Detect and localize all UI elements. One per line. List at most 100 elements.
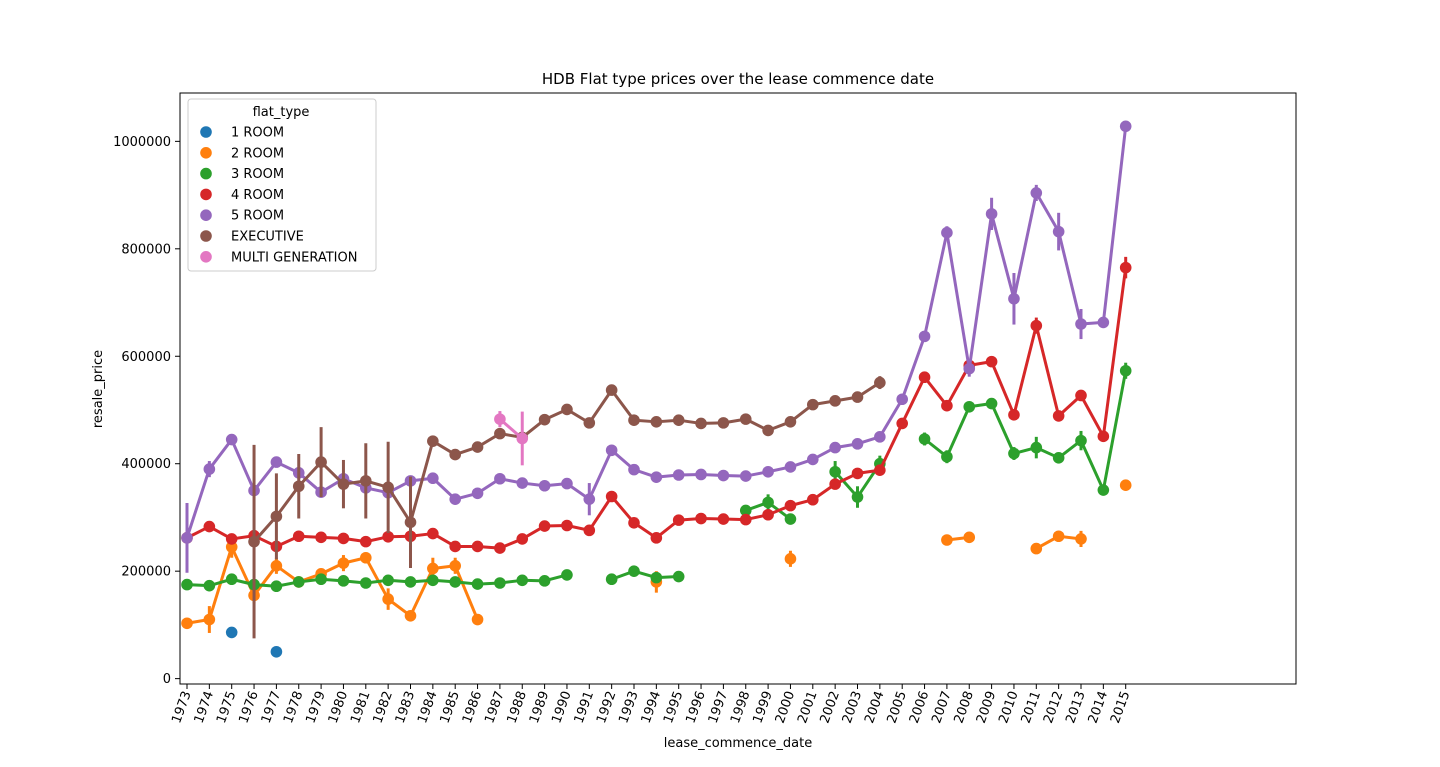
data-point	[360, 535, 372, 548]
legend: flat_type 1 ROOM 2 ROOM 3 ROOM 4 ROOM 5 ROOM…	[187, 98, 377, 272]
data-point	[1030, 542, 1043, 555]
data-point	[807, 493, 819, 506]
data-point	[270, 560, 283, 572]
data-point	[1075, 318, 1087, 330]
data-point	[360, 475, 372, 487]
data-point	[1052, 452, 1065, 464]
series-line-segment	[230, 438, 256, 493]
series-line-segment	[1057, 230, 1083, 326]
data-point	[337, 575, 350, 587]
series-line-segment	[207, 438, 234, 471]
data-point	[829, 395, 841, 407]
data-point	[739, 513, 752, 526]
series-line-segment	[364, 556, 390, 601]
data-point	[717, 417, 730, 429]
data-point	[605, 573, 618, 586]
series-line-segment	[587, 494, 614, 532]
y-axis: 0 200000 400000 600000 800000 1000000	[113, 135, 180, 687]
legend-marker	[200, 250, 212, 263]
data-point	[762, 508, 774, 521]
data-point	[427, 527, 439, 540]
data-point	[829, 441, 841, 454]
legend-marker	[200, 209, 212, 221]
data-point	[561, 569, 573, 581]
data-point	[225, 433, 238, 446]
data-point	[404, 609, 417, 622]
series-line-segment	[252, 460, 278, 493]
legend-entry: 1 ROOM	[231, 126, 284, 141]
data-point	[672, 514, 685, 526]
data-point	[181, 578, 193, 591]
data-point	[292, 576, 305, 588]
data-point	[941, 534, 953, 546]
data-point	[538, 520, 551, 532]
legend-entry: 5 ROOM	[231, 209, 284, 224]
data-point	[516, 477, 529, 489]
data-point	[1008, 447, 1020, 460]
legend-marker	[200, 126, 212, 138]
y-tick-label: 400000	[121, 457, 171, 472]
series-line-segment	[252, 564, 278, 597]
data-point	[1030, 187, 1043, 199]
data-point	[449, 540, 462, 553]
data-point	[762, 465, 774, 478]
series-line-segment	[990, 360, 1016, 417]
data-point	[270, 645, 283, 658]
data-point	[1075, 389, 1087, 402]
data-point	[315, 573, 327, 586]
data-point	[1075, 434, 1087, 447]
series-line-segment	[587, 448, 614, 501]
series-line-segment	[878, 397, 904, 439]
data-point	[874, 464, 886, 476]
series-executive	[248, 376, 886, 639]
series-line-segment	[900, 375, 927, 425]
data-point	[784, 513, 797, 525]
series-line-segment	[1012, 324, 1038, 417]
data-point	[404, 516, 417, 529]
data-point	[471, 487, 484, 500]
data-point	[449, 576, 462, 588]
data-point	[807, 453, 819, 466]
data-point	[538, 575, 551, 587]
data-point	[985, 355, 998, 368]
y-tick-label: 600000	[121, 350, 171, 365]
data-point	[1097, 484, 1110, 496]
series-line-segment	[274, 484, 301, 518]
data-point	[471, 540, 484, 553]
data-point	[583, 417, 596, 429]
series-line-segment	[453, 564, 480, 622]
data-point	[1097, 430, 1110, 443]
series-line-segment	[409, 439, 435, 524]
series-line-segment	[1101, 124, 1128, 324]
series-line-segment	[923, 375, 949, 408]
data-point	[1119, 261, 1132, 274]
data-point	[538, 479, 551, 492]
data-point	[1119, 364, 1132, 377]
data-point	[941, 450, 953, 463]
legend-entry: 3 ROOM	[231, 167, 284, 182]
y-tick-label: 800000	[121, 242, 171, 257]
data-point	[628, 517, 640, 529]
data-point	[672, 469, 685, 481]
data-point	[449, 560, 462, 572]
chart-title: HDB Flat type prices over the lease comm…	[542, 70, 934, 88]
data-point	[650, 471, 663, 483]
data-point	[1075, 533, 1087, 545]
data-point	[1008, 292, 1020, 305]
y-axis-label: resale_price	[91, 350, 106, 428]
data-point	[784, 416, 797, 428]
y-tick-label: 0	[163, 672, 171, 687]
data-point	[203, 520, 216, 533]
series-line-segment	[1034, 191, 1061, 234]
legend-title: flat_type	[253, 105, 310, 120]
data-point	[292, 480, 305, 493]
series-line-segment	[1079, 439, 1105, 492]
data-point	[918, 371, 931, 384]
data-point	[427, 574, 439, 587]
data-point	[941, 399, 953, 412]
series-line-segment	[185, 467, 211, 540]
data-point	[829, 478, 841, 490]
series-line-segment	[1012, 191, 1038, 301]
legend-box	[187, 98, 377, 272]
